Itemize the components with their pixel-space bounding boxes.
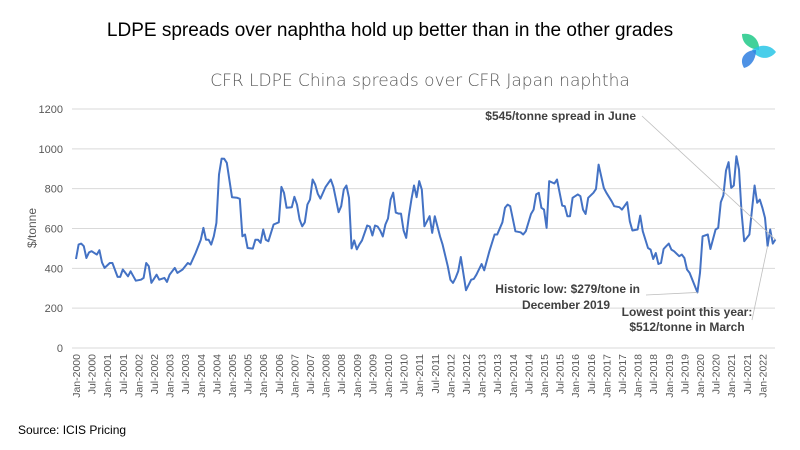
y-axis-label: $/tonne	[25, 208, 39, 248]
page-title: LDPE spreads over naphtha hold up better…	[106, 20, 674, 41]
x-tick-label: Jan-2021	[726, 354, 738, 398]
x-tick-label: Jul-2000	[87, 354, 99, 394]
x-tick-label: Jan-2001	[102, 354, 114, 398]
y-tick-label: 0	[57, 343, 63, 355]
x-tick-label: Jul-2010	[399, 354, 411, 394]
source-note: Source: ICIS Pricing	[18, 423, 127, 437]
y-tick-label: 1000	[39, 144, 63, 156]
x-tick-label: Jan-2010	[383, 354, 395, 398]
x-tick-label: Jul-2019	[679, 354, 691, 394]
x-tick-label: Jul-2005	[243, 354, 255, 394]
x-tick-label: Jan-2009	[352, 354, 364, 398]
x-tick-label: Jan-2000	[71, 354, 83, 398]
annotation-text: $512/tonne in March	[629, 320, 744, 334]
x-tick-label: Jan-2007	[289, 354, 301, 398]
x-tick-label: Jul-2006	[274, 354, 286, 394]
annotation-leader-line	[645, 292, 698, 296]
x-tick-label: Jan-2005	[227, 354, 239, 398]
x-tick-label: Jul-2003	[180, 354, 192, 394]
annotation-leader-line	[751, 245, 768, 321]
annotation-text: December 2019	[522, 298, 610, 312]
x-tick-label: Jul-2008	[336, 354, 348, 394]
y-tick-label: 800	[45, 184, 63, 196]
chart-title: CFR LDPE China spreads over CFR Japan na…	[210, 71, 630, 91]
x-tick-label: Jan-2018	[633, 354, 645, 398]
x-tick-label: Jul-2001	[118, 354, 130, 394]
x-tick-label: Jul-2018	[648, 354, 660, 394]
x-tick-label: Jul-2012	[461, 354, 473, 394]
logo-petal-cyan	[752, 45, 776, 58]
annotation-text: $545/tonne spread in June	[485, 109, 636, 123]
annotation-text: Lowest point this year:	[622, 305, 753, 319]
x-tick-label: Jan-2019	[664, 354, 676, 398]
icis-logo	[741, 33, 776, 68]
x-tick-label: Jan-2015	[539, 354, 551, 398]
x-tick-label: Jan-2016	[570, 354, 582, 398]
x-tick-label: Jan-2013	[477, 354, 489, 398]
x-tick-label: Jul-2002	[149, 354, 161, 394]
x-tick-label: Jan-2020	[695, 354, 707, 398]
logo-petal-green	[742, 33, 760, 50]
x-tick-label: Jul-2017	[617, 354, 629, 394]
x-tick-label: Jul-2016	[586, 354, 598, 394]
y-tick-label: 200	[45, 303, 63, 315]
series-line	[75, 155, 777, 294]
x-tick-label: Jul-2020	[711, 354, 723, 394]
x-tick-label: Jan-2002	[133, 354, 145, 398]
x-tick-label: Jan-2004	[196, 354, 208, 398]
annotation-text: Historic low: $279/tone in	[495, 282, 640, 296]
annotation-leader-line	[641, 115, 776, 240]
x-tick-label: Jan-2011	[414, 354, 426, 397]
x-tick-label: Jan-2003	[165, 354, 177, 398]
y-tick-label: 600	[45, 224, 63, 236]
x-tick-label: Jul-2011	[430, 354, 442, 394]
x-tick-label: Jul-2007	[305, 354, 317, 394]
x-tick-label: Jul-2004	[211, 354, 223, 394]
logo-petal-blue	[741, 50, 756, 68]
x-tick-label: Jul-2015	[555, 354, 567, 394]
x-tick-label: Jan-2017	[601, 354, 613, 398]
x-tick-label: Jan-2012	[445, 354, 457, 398]
x-tick-label: Jan-2014	[508, 354, 520, 398]
y-tick-label: 1200	[39, 104, 63, 116]
x-tick-label: Jul-2014	[523, 354, 535, 394]
y-tick-label: 400	[45, 263, 63, 275]
x-tick-label: Jan-2022	[757, 354, 769, 398]
x-tick-label: Jul-2013	[492, 354, 504, 394]
x-tick-label: Jan-2008	[321, 354, 333, 398]
x-tick-label: Jul-2021	[742, 354, 754, 394]
x-tick-label: Jul-2009	[367, 354, 379, 394]
x-tick-label: Jan-2006	[258, 354, 270, 398]
